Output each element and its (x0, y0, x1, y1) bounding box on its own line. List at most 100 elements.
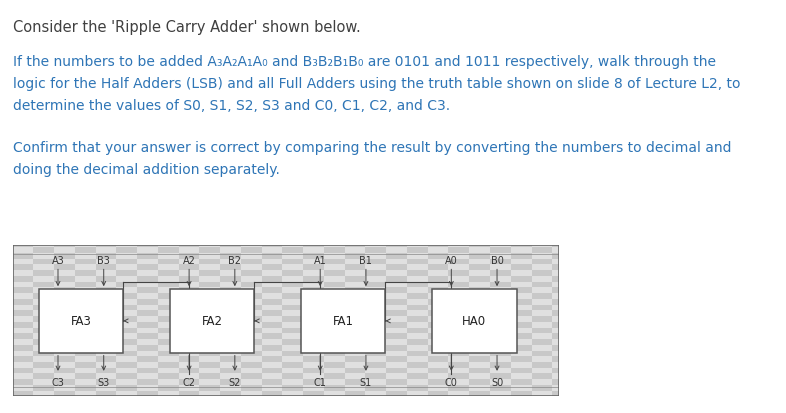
Bar (449, 253, 469, 259)
Bar (386, 311, 407, 316)
Text: S3: S3 (97, 377, 110, 387)
Bar (137, 316, 158, 322)
Bar (386, 322, 407, 328)
Bar (96, 368, 116, 374)
Bar (428, 351, 449, 356)
Bar (553, 316, 573, 322)
Bar (553, 265, 573, 271)
Bar (345, 356, 365, 362)
Bar (137, 265, 158, 271)
Bar (386, 247, 407, 253)
Bar (158, 351, 178, 356)
Text: FA3: FA3 (71, 315, 91, 328)
Bar (553, 276, 573, 282)
Bar (553, 379, 573, 385)
Bar (303, 374, 324, 379)
Bar (324, 265, 345, 271)
Bar (241, 356, 262, 362)
Bar (386, 287, 407, 293)
Bar (96, 259, 116, 265)
Bar (553, 253, 573, 259)
Bar (33, 311, 54, 316)
Bar (13, 385, 33, 391)
Bar (33, 247, 54, 253)
Bar (200, 362, 220, 368)
Bar (407, 316, 428, 322)
Bar (137, 351, 158, 356)
Bar (241, 276, 262, 282)
Bar (490, 242, 511, 247)
Bar (282, 287, 303, 293)
Bar (386, 368, 407, 374)
Bar (428, 356, 449, 362)
Bar (428, 368, 449, 374)
Bar (428, 299, 449, 305)
Bar (449, 356, 469, 362)
Bar (116, 379, 137, 385)
Bar (324, 299, 345, 305)
Bar (220, 333, 241, 339)
Bar (553, 345, 573, 351)
Bar (54, 368, 75, 374)
Bar (13, 339, 33, 345)
Text: B1: B1 (359, 255, 373, 265)
Bar (33, 333, 54, 339)
Bar (386, 333, 407, 339)
Bar (262, 276, 282, 282)
Bar (490, 305, 511, 311)
Bar (386, 328, 407, 333)
Bar (116, 293, 137, 299)
Bar (220, 293, 241, 299)
Bar (407, 247, 428, 253)
Bar (365, 362, 386, 368)
Bar (158, 379, 178, 385)
Bar (511, 236, 531, 242)
Bar (365, 299, 386, 305)
Bar (345, 253, 365, 259)
Bar (386, 265, 407, 271)
Bar (13, 293, 33, 299)
Bar (490, 293, 511, 299)
Bar (449, 287, 469, 293)
Bar (469, 339, 490, 345)
Bar (386, 356, 407, 362)
Bar (469, 259, 490, 265)
Bar (33, 328, 54, 333)
Bar (303, 379, 324, 385)
Bar (407, 345, 428, 351)
Bar (449, 374, 469, 379)
Bar (386, 242, 407, 247)
Bar (178, 247, 200, 253)
Bar (511, 282, 531, 287)
Bar (116, 316, 137, 322)
Bar (324, 311, 345, 316)
Bar (386, 345, 407, 351)
Bar (75, 311, 96, 316)
Bar (13, 299, 33, 305)
Bar (116, 362, 137, 368)
Bar (116, 339, 137, 345)
Bar (573, 299, 593, 305)
Bar (386, 299, 407, 305)
Bar (345, 242, 365, 247)
Bar (553, 247, 573, 253)
Bar (490, 265, 511, 271)
Bar (449, 385, 469, 391)
Bar (511, 299, 531, 305)
Bar (469, 282, 490, 287)
Bar (158, 236, 178, 242)
Bar (531, 293, 553, 299)
Bar (345, 374, 365, 379)
Bar (365, 253, 386, 259)
Bar (282, 236, 303, 242)
Bar (365, 345, 386, 351)
Bar (386, 259, 407, 265)
Bar (531, 236, 553, 242)
Bar (200, 328, 220, 333)
Bar (200, 316, 220, 322)
Bar (553, 351, 573, 356)
Bar (262, 368, 282, 374)
Bar (407, 236, 428, 242)
Bar (241, 287, 262, 293)
Bar (573, 265, 593, 271)
